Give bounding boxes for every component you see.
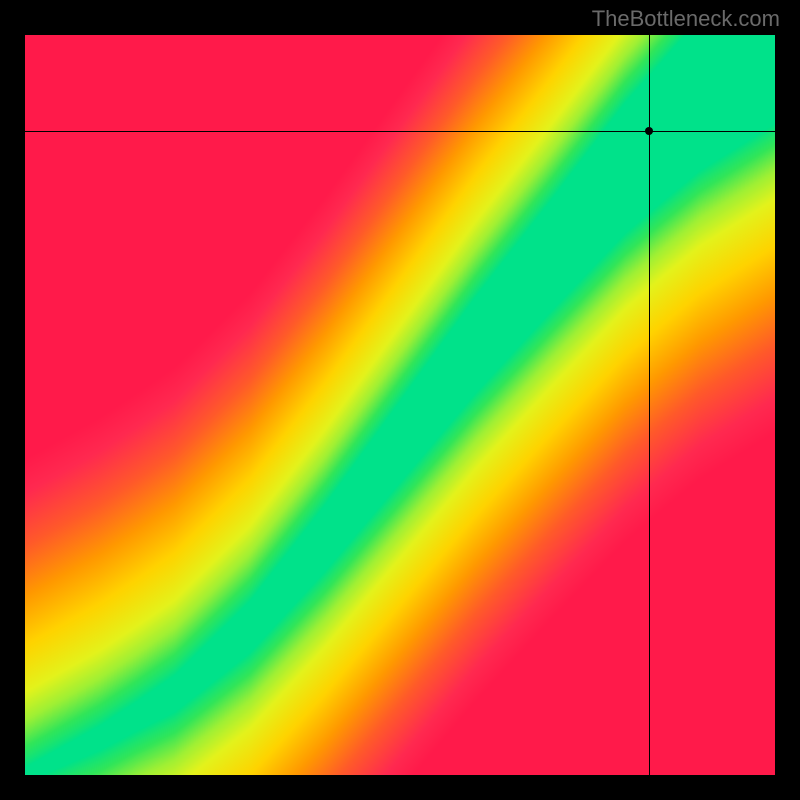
heatmap-plot <box>25 35 775 775</box>
watermark-text: TheBottleneck.com <box>592 6 780 32</box>
crosshair-horizontal <box>25 131 775 132</box>
crosshair-dot <box>645 127 653 135</box>
heatmap-canvas <box>25 35 775 775</box>
crosshair-vertical <box>649 35 650 775</box>
